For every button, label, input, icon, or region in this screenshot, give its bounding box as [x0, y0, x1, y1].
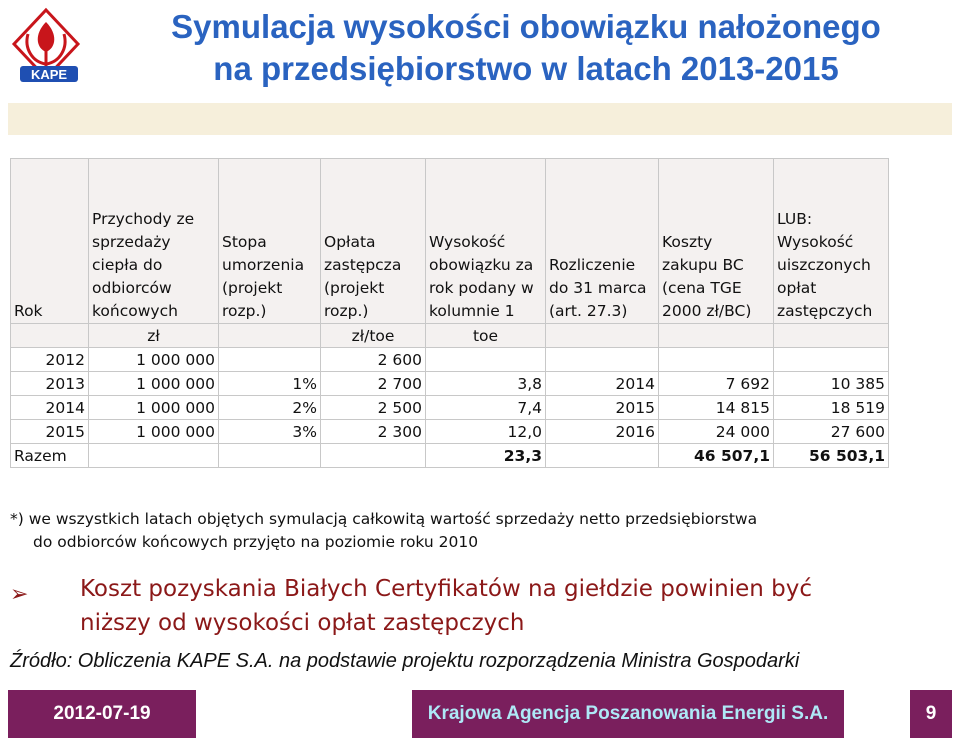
total-cell: [320, 443, 426, 468]
table-cell: 3%: [218, 419, 321, 444]
unit-cell: [773, 323, 889, 348]
table-cell: 14 815: [658, 395, 774, 420]
table-cell: 24 000: [658, 419, 774, 444]
page-title: Symulacja wysokości obowiązku nałożonego…: [96, 6, 956, 90]
table-cell: 12,0: [425, 419, 546, 444]
title-line-2: na przedsiębiorstwo w latach 2013-2015: [213, 50, 839, 87]
table-cell: 2 500: [320, 395, 426, 420]
footnote-line-1: *) we wszystkich latach objętych symulac…: [10, 510, 758, 528]
header-cell: Wysokość obowiązku za rok podany w kolum…: [425, 158, 546, 324]
table-row: 2012 1 000 000 2 600: [10, 347, 889, 372]
page-number: 9: [910, 690, 952, 738]
table-cell: [425, 347, 546, 372]
table-cell: 1 000 000: [88, 395, 219, 420]
units-row: zł zł/toe toe: [10, 323, 889, 348]
unit-cell: [218, 323, 321, 348]
unit-cell: [658, 323, 774, 348]
total-cell: 46 507,1: [658, 443, 774, 468]
total-label-cell: Razem: [10, 443, 89, 468]
kape-logo: KAPE: [6, 4, 88, 88]
table-cell: 18 519: [773, 395, 889, 420]
total-cell: 56 503,1: [773, 443, 889, 468]
total-cell: 23,3: [425, 443, 546, 468]
total-cell: [218, 443, 321, 468]
table-cell: [773, 347, 889, 372]
source-citation: Źródło: Obliczenia KAPE S.A. na podstawi…: [10, 650, 800, 672]
table-cell: 1 000 000: [88, 419, 219, 444]
table-cell: 2015: [10, 419, 89, 444]
header-cell: Stopa umorzenia (projekt rozp.): [218, 158, 321, 324]
table-cell: 27 600: [773, 419, 889, 444]
table-cell: 7 692: [658, 371, 774, 396]
table-cell: 2013: [10, 371, 89, 396]
total-row: Razem 23,3 46 507,1 56 503,1: [10, 443, 889, 468]
total-cell: [545, 443, 659, 468]
unit-cell: [545, 323, 659, 348]
header-cell: Koszty zakupu BC (cena TGE 2000 zł/BC): [658, 158, 774, 324]
title-underline-bar: [8, 103, 952, 135]
table-cell: 1 000 000: [88, 371, 219, 396]
footnote: *) we wszystkich latach objętych symulac…: [10, 508, 757, 554]
table-cell: 2 300: [320, 419, 426, 444]
total-cell: [88, 443, 219, 468]
table-row: 2014 1 000 000 2% 2 500 7,4 2015 14 815 …: [10, 395, 889, 420]
footer-date: 2012-07-19: [8, 690, 196, 738]
header-cell: Rok: [10, 158, 89, 324]
key-statement: Koszt pozyskania Białych Certyfikatów na…: [80, 572, 940, 640]
header-cell: Przychody ze sprzedaży ciepła do odbiorc…: [88, 158, 219, 324]
footer-organization: Krajowa Agencja Poszanowania Energii S.A…: [412, 690, 844, 738]
table-cell: 3,8: [425, 371, 546, 396]
table-cell: 2014: [545, 371, 659, 396]
table-cell: 1 000 000: [88, 347, 219, 372]
table-cell: [658, 347, 774, 372]
table-cell: 2015: [545, 395, 659, 420]
table-cell: 2 700: [320, 371, 426, 396]
table-row: 2015 1 000 000 3% 2 300 12,0 2016 24 000…: [10, 419, 889, 444]
table-cell: 1%: [218, 371, 321, 396]
key-statement-line-1: Koszt pozyskania Białych Certyfikatów na…: [80, 576, 812, 602]
logo-text: KAPE: [31, 67, 67, 82]
header-cell: Opłata zastępcza (projekt rozp.): [320, 158, 426, 324]
table-cell: 10 385: [773, 371, 889, 396]
unit-cell: zł/toe: [320, 323, 426, 348]
header-cell: LUB: Wysokość uiszczonych opłat zastępcz…: [773, 158, 889, 324]
unit-cell: toe: [425, 323, 546, 348]
header-cell: Rozliczenie do 31 marca (art. 27.3): [545, 158, 659, 324]
unit-cell: [10, 323, 89, 348]
table-cell: [218, 347, 321, 372]
table-cell: 2 600: [320, 347, 426, 372]
table-cell: 2012: [10, 347, 89, 372]
title-line-1: Symulacja wysokości obowiązku nałożonego: [171, 8, 881, 45]
table-cell: 7,4: [425, 395, 546, 420]
table-cell: 2%: [218, 395, 321, 420]
table-cell: [545, 347, 659, 372]
obligation-table: Rok Przychody ze sprzedaży ciepła do odb…: [10, 158, 889, 468]
footnote-line-2: do odbiorców końcowych przyjęto na pozio…: [33, 533, 479, 551]
arrow-bullet-icon: ➢: [10, 582, 29, 607]
table-header-row: Rok Przychody ze sprzedaży ciepła do odb…: [10, 158, 889, 324]
table-cell: 2016: [545, 419, 659, 444]
table-row: 2013 1 000 000 1% 2 700 3,8 2014 7 692 1…: [10, 371, 889, 396]
key-statement-line-2: niższy od wysokości opłat zastępczych: [80, 610, 525, 636]
table-cell: 2014: [10, 395, 89, 420]
unit-cell: zł: [88, 323, 219, 348]
